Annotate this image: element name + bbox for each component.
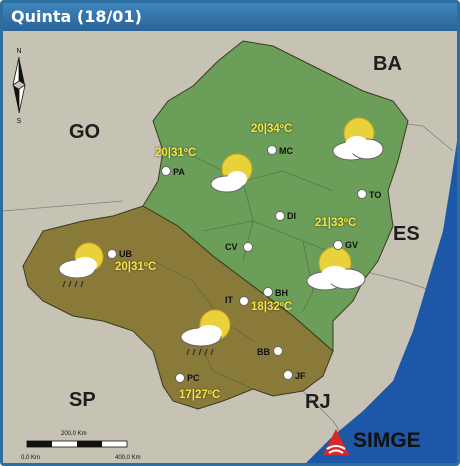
city-marker-mc — [267, 145, 277, 155]
city-marker-pa — [161, 166, 171, 176]
state-label-ba: BA — [373, 53, 402, 75]
state-label-rj: RJ — [305, 391, 331, 413]
temp-label-pc: 17|27ºC — [179, 389, 221, 401]
city-label-cv: CV — [225, 242, 238, 252]
temp-label-gv: 21|33ºC — [315, 217, 357, 229]
city-marker-cv — [243, 242, 253, 252]
city-label-pa: PA — [173, 167, 185, 177]
temp-label-bh: 18|32ºC — [251, 301, 293, 313]
city-label-di: DI — [287, 211, 296, 221]
city-marker-to — [357, 189, 367, 199]
temp-label-mc: 20|34ºC — [251, 123, 293, 135]
sun-cloud-rain-icon — [58, 242, 104, 288]
sun-behind-cloud-icon — [306, 246, 366, 291]
temp-label-ub: 20|31ºC — [115, 261, 157, 273]
city-label-bh: BH — [275, 288, 288, 298]
city-label-jf: JF — [295, 371, 306, 381]
simge-logo-text: SIMGE — [353, 429, 421, 452]
city-marker-bh — [263, 287, 273, 297]
compass-north: N — [16, 48, 21, 55]
scale-label-end: 400,0 Km — [115, 455, 141, 461]
sun-cloud-rain-icon — [180, 309, 231, 356]
scale-bar: 200,0 Km 0,0 Km 400,0 Km — [21, 431, 141, 461]
simge-logo: SIMGE — [321, 423, 457, 463]
sun-behind-cloud-icon — [210, 153, 253, 193]
compass-south: S — [17, 118, 22, 125]
city-label-bb: BB — [257, 347, 270, 357]
temp-label-pa: 20|31ºC — [155, 147, 197, 159]
page-title: Quinta (18/01) — [11, 7, 142, 26]
city-marker-di — [275, 211, 285, 221]
city-label-pc: PC — [187, 373, 200, 383]
city-label-to: TO — [369, 190, 382, 200]
city-label-gv: GV — [345, 240, 359, 250]
city-marker-bb — [273, 346, 283, 356]
city-marker-pc — [175, 373, 185, 383]
simge-logo-icon — [323, 429, 349, 455]
city-marker-gv — [333, 240, 343, 250]
scale-label-mid: 200,0 Km — [61, 431, 87, 437]
north-arrow-icon: N S — [12, 48, 26, 125]
city-label-ub: UB — [119, 249, 132, 259]
title-bar: Quinta (18/01) — [3, 3, 457, 31]
city-label-it: IT — [225, 295, 233, 305]
scale-label-start: 0,0 Km — [21, 455, 40, 461]
city-marker-ub — [107, 249, 117, 259]
state-label-es: ES — [393, 223, 420, 245]
city-marker-it — [239, 296, 249, 306]
state-label-go: GO — [69, 121, 101, 143]
ocean-area — [306, 141, 457, 463]
sun-behind-cloud-icon — [332, 117, 384, 161]
city-label-mc: MC — [279, 146, 293, 156]
city-marker-jf — [283, 370, 293, 380]
state-label-sp: SP — [69, 389, 96, 411]
